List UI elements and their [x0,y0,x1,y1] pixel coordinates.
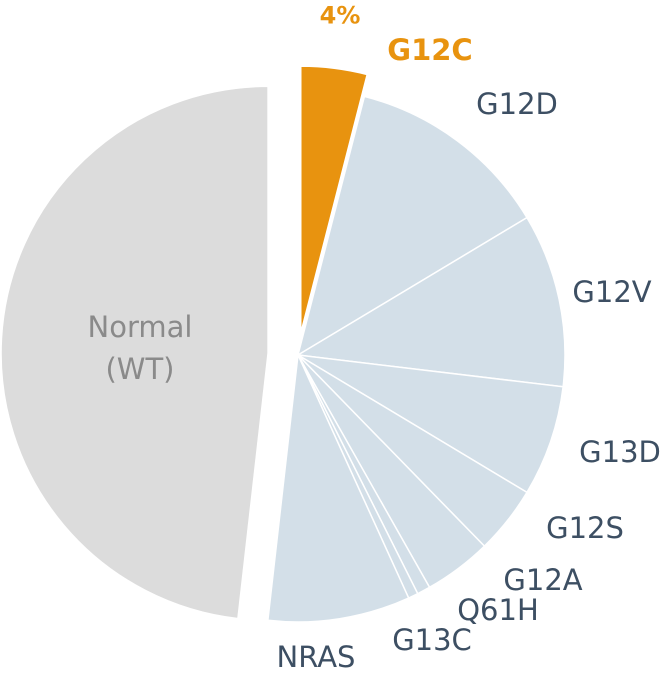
slice-label: G12A [503,562,583,597]
slice-label: Normal (WT) [87,309,193,386]
slice-label: NRAS [276,639,356,673]
slice-label: G12V [572,274,652,309]
pie-slice [297,354,564,494]
slice-label: G12C [387,32,473,67]
pie-slice [0,85,269,620]
pie-slice [300,65,369,334]
slice-label: G13D [579,434,661,469]
slice-label: G12D [476,86,558,121]
slice-label: G12S [546,510,624,545]
pie-slice [267,352,410,623]
slice-label: Q61H [457,592,539,627]
pie-slice [295,216,566,388]
pie-slice [296,95,528,357]
value-label: 4% [319,1,361,30]
slice-label: G13C [392,622,472,657]
